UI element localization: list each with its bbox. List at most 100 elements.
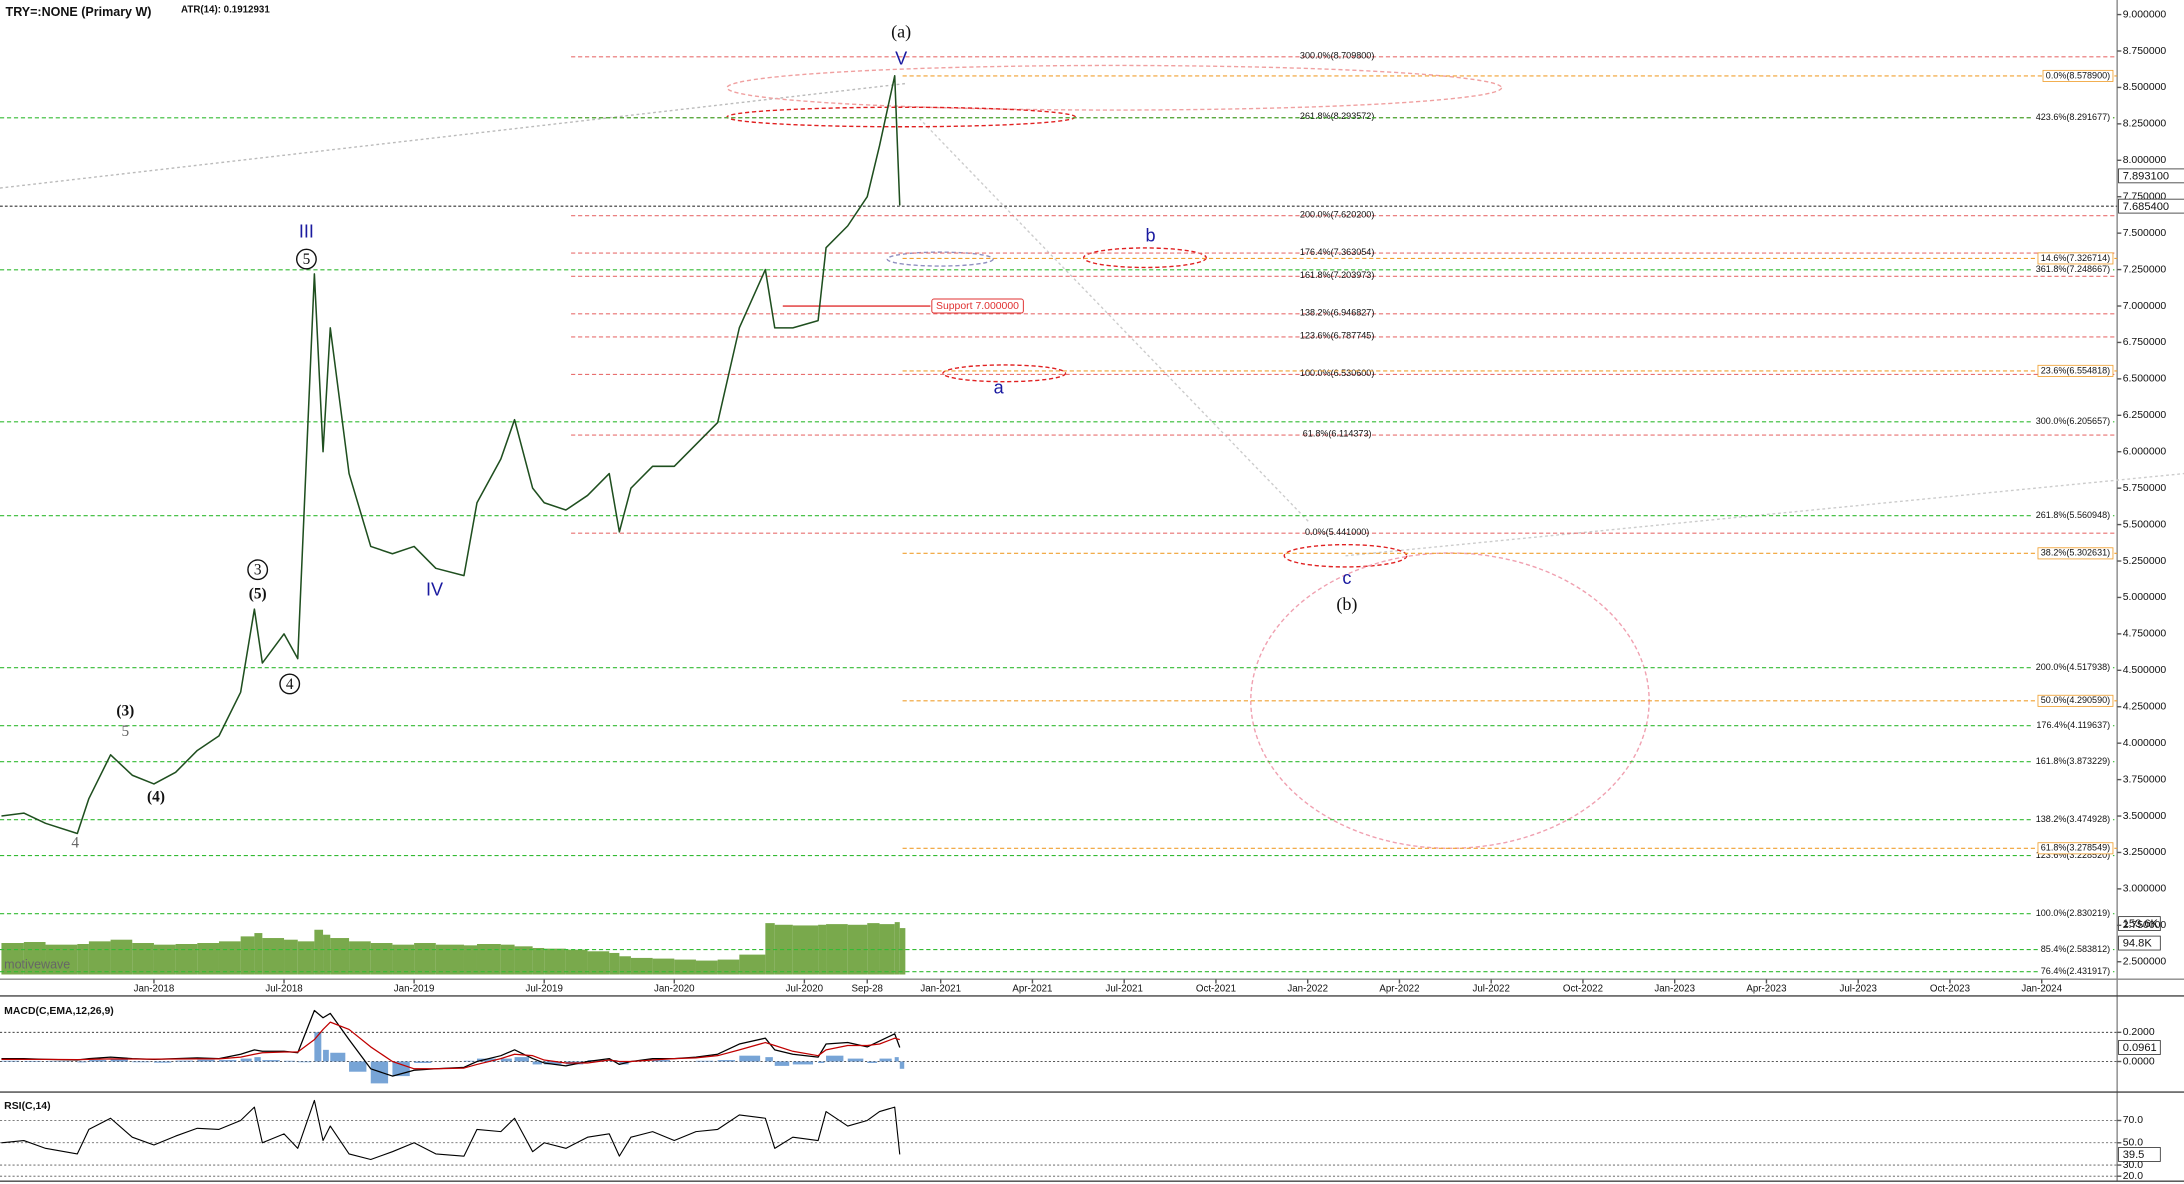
price-tag: 7.893100 xyxy=(2123,171,2169,183)
wave-label: (4) xyxy=(147,789,165,806)
volume-bar xyxy=(1,943,24,975)
wave-label: 3 xyxy=(254,562,262,579)
level-label: 76.4%(2.431917) xyxy=(2041,966,2110,976)
wave-label: IV xyxy=(426,579,443,599)
histogram-bar xyxy=(88,1060,107,1062)
volume-bar xyxy=(132,943,154,975)
volume-bar xyxy=(476,944,501,975)
volume-bar xyxy=(218,941,241,975)
volume-bar xyxy=(297,941,315,975)
level-label-box xyxy=(2037,364,2114,377)
level-label: 100.0%(2.830219) xyxy=(2036,908,2110,918)
y-tick-label: 3.500000 xyxy=(2123,811,2167,822)
price-tag-box xyxy=(2118,198,2184,214)
wave-label: III xyxy=(299,221,314,241)
histogram-bar xyxy=(240,1058,252,1062)
level-label-box xyxy=(2032,756,2113,768)
wave-circle xyxy=(295,248,317,270)
level-label: 300.0%(8.709800) xyxy=(1300,51,1374,61)
y-tick-label: 4.500000 xyxy=(2123,665,2167,676)
histogram-bar xyxy=(894,1057,899,1062)
target-ellipse xyxy=(1283,543,1408,568)
price-tag: 39.5 xyxy=(2123,1149,2145,1161)
histogram-bar xyxy=(23,1060,42,1062)
volume-bar xyxy=(899,928,906,975)
histogram-bar xyxy=(77,1061,87,1063)
histogram-bar xyxy=(297,1061,312,1063)
support-box xyxy=(931,298,1024,314)
histogram-bar xyxy=(175,1060,193,1062)
level-label: 300.0%(6.205657) xyxy=(2036,416,2110,426)
level-label-box xyxy=(2037,547,2114,560)
y-tick-label: 3.750000 xyxy=(2123,774,2167,785)
histogram-bar xyxy=(262,1060,280,1062)
histogram-bar xyxy=(110,1059,128,1062)
wave-label: 4 xyxy=(71,835,79,852)
volume-bar xyxy=(544,948,566,975)
histogram-bar xyxy=(500,1058,512,1062)
histogram-bar xyxy=(153,1061,172,1063)
histogram-bar xyxy=(899,1061,905,1069)
x-tick-label: Jan-2018 xyxy=(134,984,175,995)
pane-title: MACD(C,EMA,12,26,9) xyxy=(4,1006,114,1017)
y-tick-label: 5.000000 xyxy=(2123,592,2167,603)
target-ellipse xyxy=(886,251,994,267)
volume-bar xyxy=(765,923,775,975)
y-tick-label: 7.750000 xyxy=(2123,191,2167,202)
y-tick-label: 50.0 xyxy=(2123,1138,2144,1149)
series-line xyxy=(1,1099,901,1161)
x-tick-label: Jan-2024 xyxy=(2021,984,2062,995)
histogram-bar xyxy=(314,1032,322,1062)
volume-bar xyxy=(240,936,255,975)
level-label: 23.6%(6.554818) xyxy=(2041,365,2110,375)
histogram-bar xyxy=(544,1061,562,1065)
volume-bar xyxy=(587,951,610,975)
wave-label: 5 xyxy=(122,723,130,740)
level-label-box xyxy=(2032,814,2113,826)
x-tick-label: Apr-2023 xyxy=(1746,984,1786,995)
histogram-bar xyxy=(476,1058,497,1062)
level-label-box xyxy=(2042,69,2114,82)
level-label-box xyxy=(2032,850,2113,862)
histogram-bar xyxy=(774,1061,790,1066)
volume-bar xyxy=(370,943,393,975)
level-label: 100.0%(6.530600) xyxy=(1300,368,1374,378)
histogram-bar xyxy=(132,1061,150,1063)
wave-label: c xyxy=(1342,568,1351,588)
y-tick-label: 30.0 xyxy=(2123,1160,2144,1171)
level-label-box xyxy=(2033,720,2113,732)
volume-bar xyxy=(330,938,350,975)
x-tick-label: Jul-2022 xyxy=(1472,984,1509,995)
histogram-bar xyxy=(652,1060,670,1062)
histogram-bar xyxy=(532,1061,542,1065)
x-tick-label: Jul-2020 xyxy=(786,984,824,995)
y-tick-label: 20.0 xyxy=(2123,1171,2144,1182)
level-label-box xyxy=(2037,694,2114,707)
histogram-bar xyxy=(1,1060,20,1062)
level-label-box xyxy=(2032,908,2113,920)
y-tick-label: 7.500000 xyxy=(2123,228,2167,239)
level-label: 138.2%(3.474928) xyxy=(2036,814,2110,824)
volume-bar xyxy=(23,942,46,975)
volume-bar xyxy=(262,938,285,975)
x-tick-label: Apr-2022 xyxy=(1379,984,1419,995)
wave-circle xyxy=(247,559,269,581)
level-label: 50.0%(4.290590) xyxy=(2041,695,2110,705)
histogram-bar xyxy=(695,1060,714,1062)
level-label-box xyxy=(2032,112,2113,124)
histogram-bar xyxy=(739,1055,761,1062)
wave-label: (b) xyxy=(1336,594,1357,615)
level-label: 176.4%(7.363054) xyxy=(1300,247,1374,257)
volume-bar xyxy=(619,956,631,975)
wave-label: V xyxy=(895,49,907,69)
pane-title: RSI(C,14) xyxy=(4,1101,50,1112)
x-tick-label: Oct-2023 xyxy=(1930,984,1970,995)
histogram-bar xyxy=(284,1060,296,1062)
y-tick-label: 3.000000 xyxy=(2123,884,2167,895)
wave-label: (3) xyxy=(116,702,134,719)
volume-bar xyxy=(77,944,89,975)
level-label-box xyxy=(2037,842,2114,855)
